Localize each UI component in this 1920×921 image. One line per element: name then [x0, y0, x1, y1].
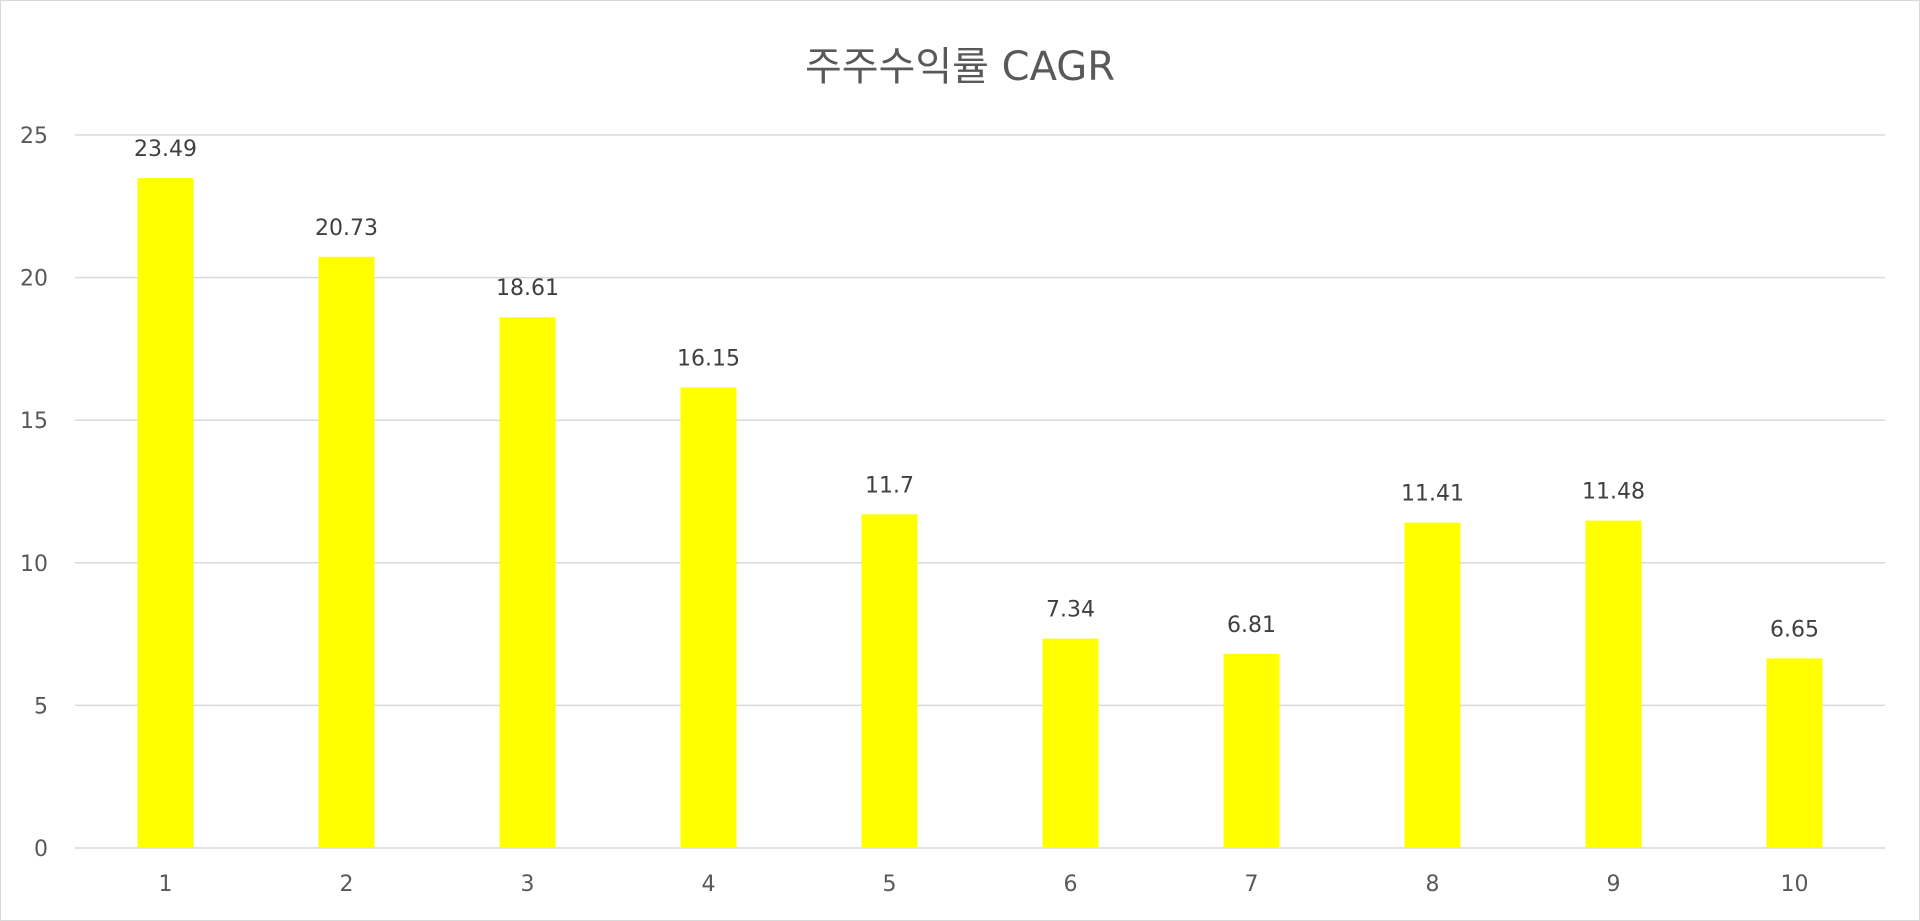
y-tick-label: 15 [20, 409, 48, 434]
data-label: 20.73 [315, 216, 378, 241]
bar [1042, 638, 1099, 848]
y-tick-label: 20 [20, 267, 48, 292]
x-tick-label: 4 [702, 872, 716, 897]
gridlines [75, 134, 1885, 849]
x-tick-label: 7 [1245, 872, 1259, 897]
bar [137, 178, 194, 849]
data-label: 6.65 [1770, 617, 1819, 642]
x-tick-label: 9 [1607, 872, 1621, 897]
data-label: 7.34 [1046, 598, 1095, 623]
bar [861, 514, 918, 848]
bar [318, 256, 375, 848]
data-label: 18.61 [496, 276, 559, 301]
x-tick-label: 1 [159, 872, 173, 897]
data-label: 23.49 [134, 137, 197, 162]
y-tick-label: 5 [34, 694, 48, 719]
data-label: 6.81 [1227, 613, 1276, 638]
bar [680, 387, 737, 848]
y-axis-ticks: 0 5 10 15 20 25 [20, 124, 48, 862]
data-label: 11.7 [865, 473, 914, 498]
x-tick-label: 3 [521, 872, 535, 897]
bar [499, 317, 556, 848]
x-tick-label: 5 [883, 872, 897, 897]
y-tick-label: 25 [20, 124, 48, 149]
data-label: 16.15 [677, 346, 740, 371]
data-label: 11.41 [1401, 482, 1464, 507]
y-tick-label: 10 [20, 552, 48, 577]
data-labels: 23.49 20.73 18.61 16.15 11.7 7.34 6.81 11.41 11.… [134, 137, 1819, 642]
x-tick-label: 10 [1781, 872, 1809, 897]
bar [1404, 522, 1461, 848]
data-label: 11.48 [1582, 480, 1645, 505]
x-tick-label: 8 [1426, 872, 1440, 897]
x-axis-ticks: 1 2 3 4 5 6 7 8 9 10 [159, 872, 1809, 897]
x-tick-label: 2 [340, 872, 354, 897]
chart-title: 주주수익률 CAGR [804, 44, 1116, 90]
bar [1766, 658, 1823, 848]
bar [1585, 520, 1642, 848]
y-tick-label: 0 [34, 837, 48, 862]
bar [1223, 653, 1280, 848]
x-tick-label: 6 [1064, 872, 1078, 897]
bars [137, 178, 1823, 849]
